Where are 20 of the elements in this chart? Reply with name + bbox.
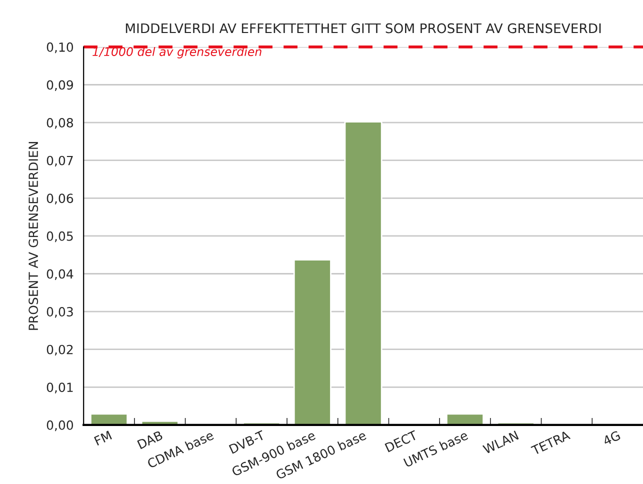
y-tick-label: 0,08	[46, 118, 74, 129]
y-tick-label: 0,04	[46, 269, 74, 280]
y-tick-label: 0,07	[46, 156, 73, 167]
y-tick-label: 0,01	[46, 382, 73, 394]
bar	[293, 259, 332, 425]
chart-title: MIDDELVERDI AV EFFEKTTETTHET GITT SOM PROSENT AV GRENSEVERDI	[126, 23, 601, 34]
y-tick-label: 0,03	[46, 307, 73, 318]
x-tick-label: 4G	[602, 430, 621, 446]
x-tick-label: FM	[94, 430, 112, 446]
bar	[344, 121, 382, 425]
bar	[446, 413, 484, 425]
y-axis-title: PROSENT AV GRENSEVERDIEN	[28, 142, 38, 330]
y-tick-label: 0,10	[46, 42, 74, 54]
y-tick-label: 0,05	[46, 231, 73, 242]
y-tick-label: 0,00	[46, 420, 74, 432]
ref-line-label: 1/1000 del av grenseverdien	[92, 46, 262, 58]
bar	[90, 413, 128, 425]
y-tick-label: 0,06	[46, 194, 74, 204]
y-tick-label: 0,09	[46, 80, 73, 91]
y-tick-label: 0,02	[46, 344, 73, 356]
